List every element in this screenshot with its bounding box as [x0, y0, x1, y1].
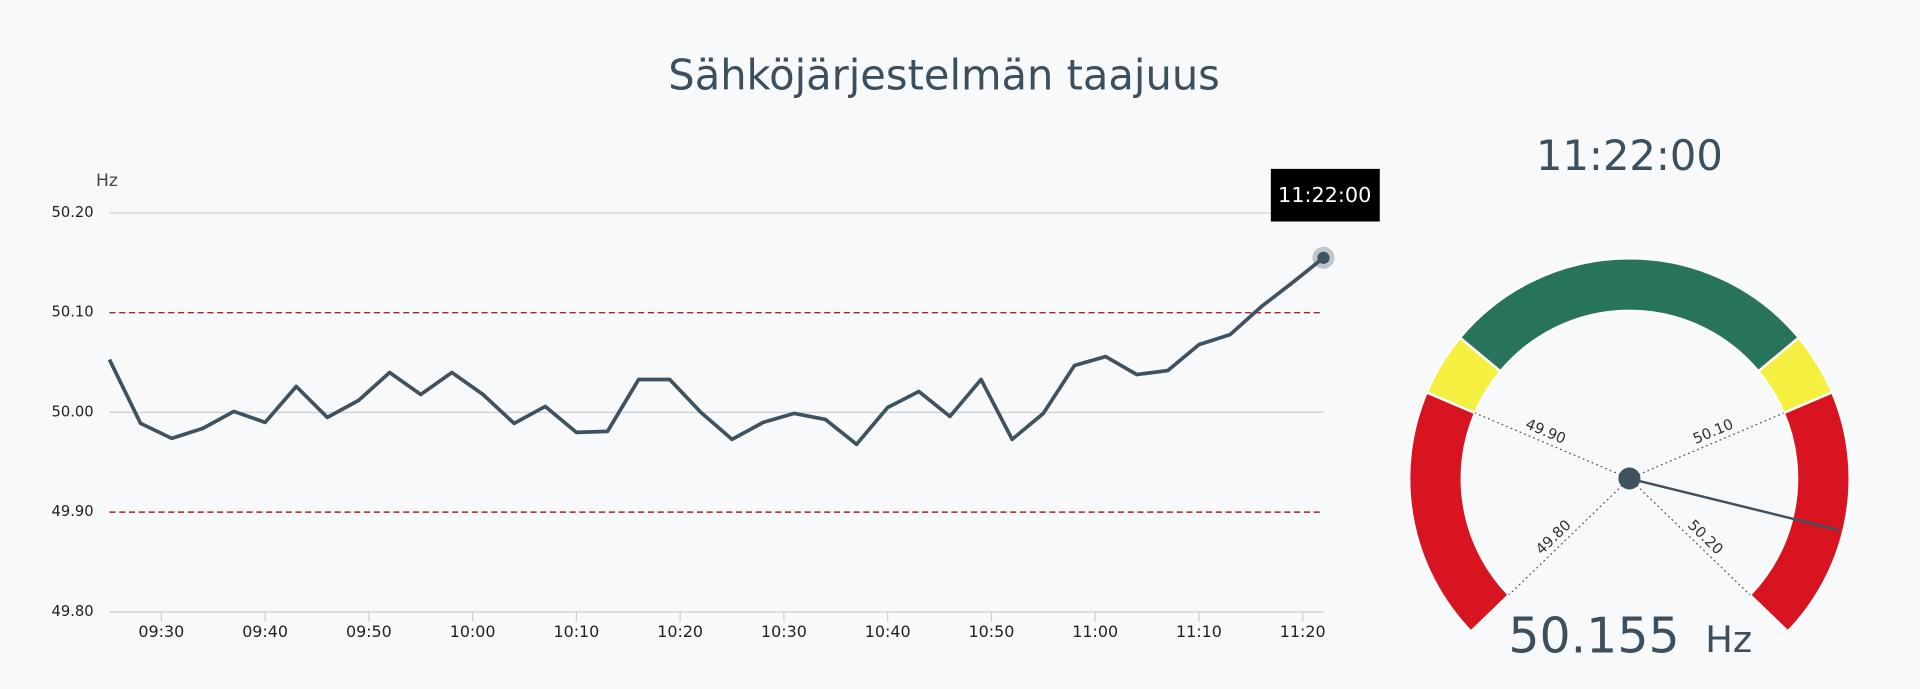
x-tick-label: 10:20 [657, 622, 703, 641]
gauge-tick-line [1628, 478, 1751, 596]
gauge-needle [1629, 477, 1839, 532]
y-tick-label: 50.00 [52, 403, 94, 420]
gauge-tick-line [1508, 478, 1630, 596]
y-tick-label: 49.80 [52, 603, 94, 620]
gauge-tick-line [1629, 412, 1784, 480]
y-tick-label: 50.10 [52, 304, 94, 321]
gauge-band [1748, 390, 1851, 634]
x-tick-label: 09:30 [138, 622, 184, 641]
gauge-value: 50.155 [1508, 607, 1679, 664]
y-tick-label: 50.20 [52, 204, 94, 221]
x-tick-label: 10:50 [969, 622, 1015, 641]
data-line [107, 256, 1325, 447]
gauge-hub [1618, 467, 1641, 490]
y-tick-label: 49.90 [52, 503, 94, 520]
tooltip-text: 11:22:00 [1278, 183, 1371, 207]
hover-point [1317, 251, 1330, 264]
x-tick-label: 10:10 [553, 622, 599, 641]
x-tick-label: 10:30 [761, 622, 807, 641]
x-tick-label: 11:20 [1280, 622, 1326, 641]
gauge-tick-line [1474, 412, 1630, 480]
x-tick-label: 11:00 [1072, 622, 1118, 641]
x-tick-label: 11:10 [1176, 622, 1222, 641]
x-tick-label: 10:40 [865, 622, 911, 641]
tooltip-box [1270, 168, 1380, 222]
gauge-time: 11:22:00 [1536, 131, 1723, 180]
gauge-unit: Hz [1705, 618, 1752, 661]
x-tick-label: 09:40 [242, 622, 288, 641]
value-backdrop [1518, 607, 1763, 671]
y-axis-title: Hz [96, 171, 118, 191]
x-tick-label: 10:00 [450, 622, 496, 641]
page-title: Sähköjärjestelmän taajuus [668, 50, 1220, 99]
x-tick-label: 09:50 [346, 622, 392, 641]
